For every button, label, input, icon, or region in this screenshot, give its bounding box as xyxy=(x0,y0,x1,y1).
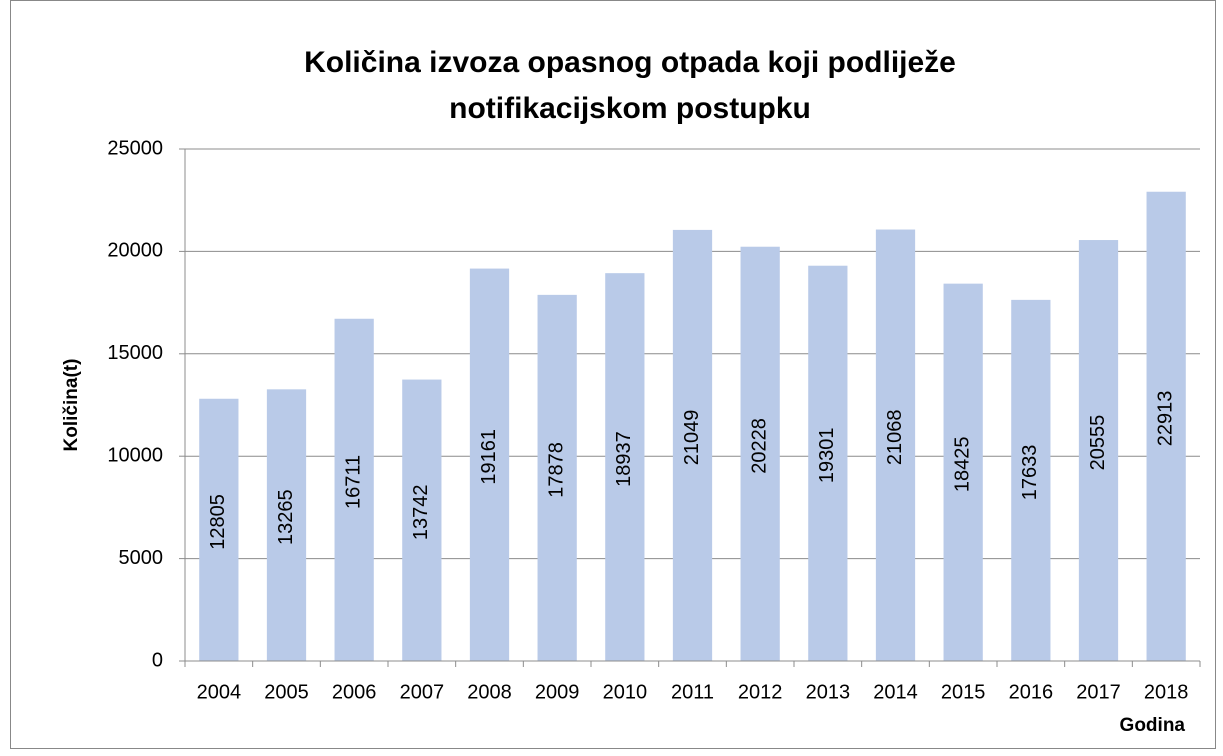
bar xyxy=(469,268,510,661)
x-tick-label: 2006 xyxy=(332,681,377,703)
data-label: 21068 xyxy=(884,409,906,465)
bar xyxy=(1078,240,1119,661)
data-label: 16711 xyxy=(342,455,364,509)
bar xyxy=(875,229,916,662)
data-label: 22913 xyxy=(1154,391,1176,447)
y-tick-label: 10000 xyxy=(107,444,163,466)
x-tick-label: 2008 xyxy=(467,681,512,703)
data-label: 18937 xyxy=(613,431,635,487)
x-tick-label: 2007 xyxy=(400,681,445,703)
bar xyxy=(943,283,983,661)
bar xyxy=(1011,299,1051,661)
bar xyxy=(808,265,848,661)
bar xyxy=(402,379,442,661)
y-tick-label: 0 xyxy=(152,649,163,671)
data-label: 13265 xyxy=(275,489,297,545)
x-tick-label: 2018 xyxy=(1144,681,1189,703)
y-axis-label: Količina(t) xyxy=(61,359,82,452)
x-tick-label: 2009 xyxy=(535,681,580,703)
chart-title: Količina izvoza opasnog otpada koji podl… xyxy=(304,46,956,125)
bar xyxy=(334,318,374,661)
x-tick-label: 2015 xyxy=(941,681,986,703)
x-tick-label: 2010 xyxy=(603,681,648,703)
data-label: 12805 xyxy=(207,494,229,550)
bar xyxy=(1146,191,1186,661)
data-label: 21049 xyxy=(681,410,703,466)
y-tick-label: 15000 xyxy=(107,342,163,364)
y-tick-label: 5000 xyxy=(119,547,164,569)
data-label: 17633 xyxy=(1019,445,1041,501)
data-label: 19161 xyxy=(478,429,500,485)
bar xyxy=(672,229,713,661)
x-tick-label: 2013 xyxy=(806,681,851,703)
data-label: 13742 xyxy=(410,484,432,540)
x-tick-label: 2016 xyxy=(1009,681,1054,703)
x-tick-label: 2004 xyxy=(197,681,242,703)
y-tick-label: 25000 xyxy=(107,137,163,159)
x-tick-label: 2005 xyxy=(264,681,309,703)
data-label: 19301 xyxy=(816,428,838,484)
data-label: 20228 xyxy=(748,418,770,474)
x-tick-label: 2011 xyxy=(671,681,714,703)
data-label: 20555 xyxy=(1087,415,1109,471)
bar xyxy=(605,273,645,661)
x-tick-label: 2014 xyxy=(873,681,918,703)
y-tick-label: 20000 xyxy=(107,240,163,262)
bar xyxy=(199,398,239,661)
data-label: 18425 xyxy=(951,437,973,493)
bar xyxy=(537,294,577,661)
bar xyxy=(740,246,780,661)
bar xyxy=(266,389,307,661)
x-axis-label: Godina xyxy=(1120,715,1186,736)
x-tick-label: 2017 xyxy=(1076,681,1121,703)
x-tick-label: 2012 xyxy=(738,681,783,703)
data-label: 17878 xyxy=(545,442,567,498)
